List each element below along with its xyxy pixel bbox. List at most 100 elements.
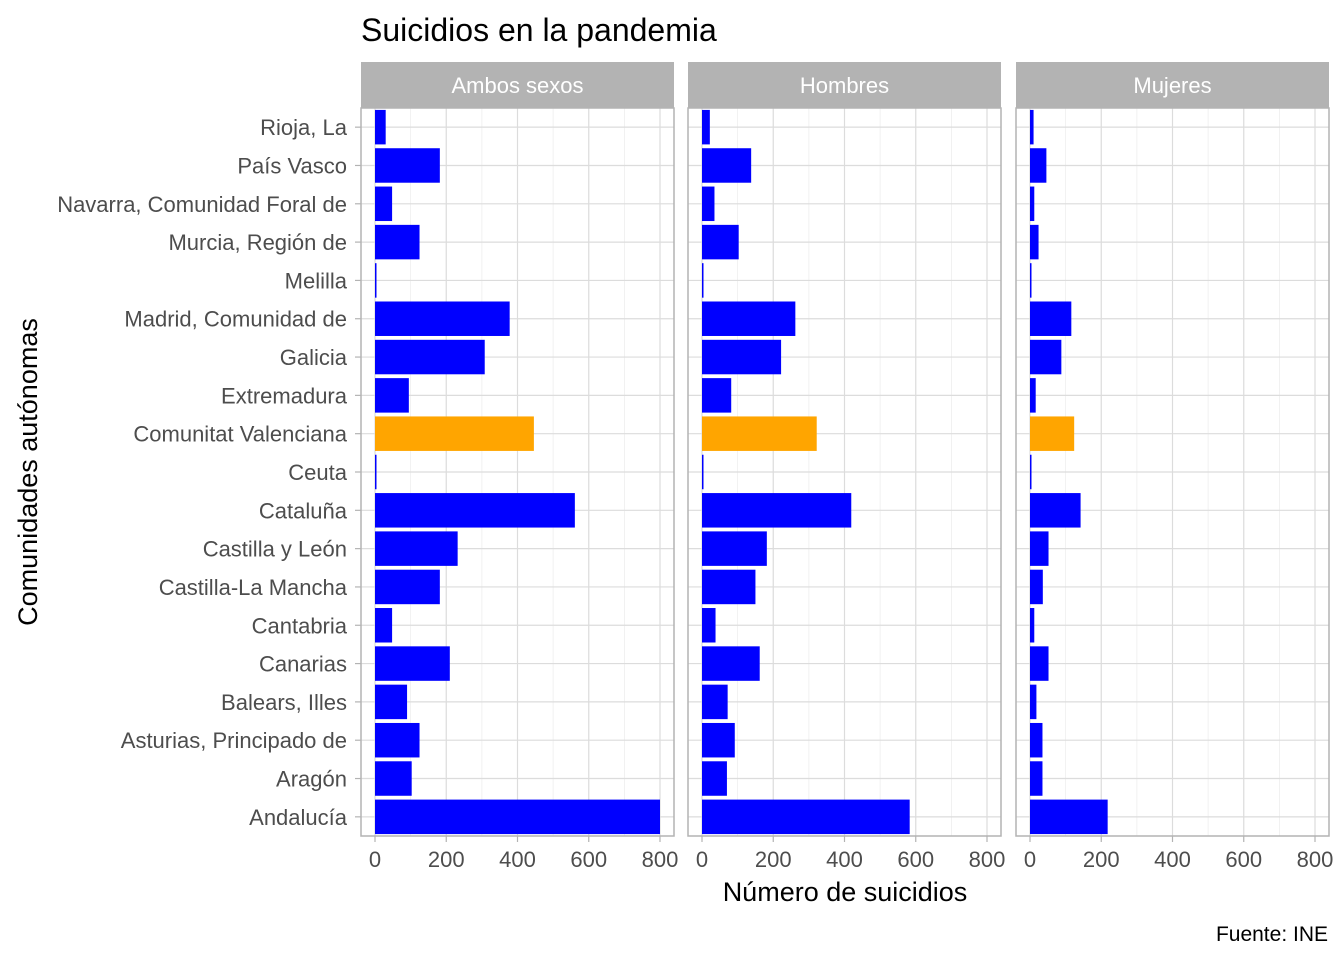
facet-strip — [1016, 62, 1329, 108]
x-tick-label: 800 — [969, 847, 1006, 872]
bar — [702, 186, 715, 222]
bar — [1030, 263, 1032, 298]
bar — [702, 761, 727, 796]
x-axis-title: Número de suicidios — [723, 877, 968, 907]
x-tick-label: 200 — [1083, 847, 1120, 872]
bar — [702, 454, 704, 490]
bar — [702, 416, 817, 451]
bar — [1030, 531, 1049, 566]
y-tick-label: Comunitat Valenciana — [133, 422, 347, 447]
y-tick-label: Murcia, Región de — [168, 230, 347, 255]
bar — [375, 186, 393, 222]
bar — [375, 148, 440, 183]
y-tick-label: Navarra, Comunidad Foral de — [57, 192, 347, 217]
bar — [375, 493, 575, 528]
facet-strip — [688, 62, 1001, 108]
bar — [702, 684, 728, 720]
y-tick-label: Extremadura — [221, 383, 348, 408]
bar — [1030, 799, 1108, 835]
x-tick-label: 0 — [1024, 847, 1036, 872]
bar — [702, 109, 710, 145]
bar — [375, 339, 485, 375]
y-tick-label: Balears, Illes — [221, 690, 347, 715]
x-tick-label: 600 — [570, 847, 607, 872]
bar — [375, 608, 393, 643]
y-tick-label: Aragón — [276, 767, 347, 792]
bar — [375, 454, 377, 490]
y-axis-title: Comunidades autónomas — [13, 318, 43, 626]
bar — [375, 263, 377, 298]
bar — [1030, 569, 1043, 605]
bar — [1030, 493, 1081, 528]
bar — [1030, 378, 1036, 413]
caption: Fuente: INE — [1216, 923, 1328, 946]
x-tick-label: 800 — [642, 847, 679, 872]
bar — [1030, 148, 1047, 183]
bar — [1030, 646, 1049, 681]
bar — [702, 799, 910, 835]
bar — [375, 109, 386, 145]
bar — [1030, 301, 1072, 336]
y-tick-label: Asturias, Principado de — [121, 728, 347, 753]
bar — [1030, 224, 1039, 260]
x-tick-label: 600 — [1225, 847, 1262, 872]
facet-strip-label: Mujeres — [1133, 73, 1211, 98]
y-tick-label: Andalucía — [249, 805, 348, 830]
bar — [702, 263, 704, 298]
bar — [375, 646, 450, 681]
y-tick-label: Canarias — [259, 652, 347, 677]
bar — [702, 493, 852, 528]
y-tick-label: Madrid, Comunidad de — [124, 307, 347, 332]
bar — [375, 799, 660, 835]
x-tick-label: 400 — [826, 847, 863, 872]
bar — [375, 416, 534, 451]
x-tick-label: 200 — [755, 847, 792, 872]
x-tick-label: 0 — [369, 847, 381, 872]
chart-title: Suicidios en la pandemia — [361, 12, 717, 48]
facet-strip-label: Ambos sexos — [451, 73, 583, 98]
bar — [702, 339, 782, 375]
bar — [375, 722, 420, 758]
bar — [702, 531, 767, 566]
x-tick-label: 800 — [1297, 847, 1334, 872]
y-tick-label: Melilla — [285, 268, 348, 293]
y-tick-label: Ceuta — [288, 460, 347, 485]
y-tick-label: Galicia — [280, 345, 348, 370]
bar — [1030, 416, 1075, 451]
y-tick-label: País Vasco — [237, 153, 347, 178]
bar — [375, 569, 440, 605]
bar — [1030, 339, 1062, 375]
bar — [702, 569, 756, 605]
bar — [702, 224, 739, 260]
bar — [375, 531, 458, 566]
facet-strip — [361, 62, 674, 108]
facet-strip-label: Hombres — [800, 73, 889, 98]
y-tick-label: Cataluña — [259, 498, 348, 523]
bar — [1030, 186, 1035, 222]
bar — [1030, 454, 1032, 490]
bar — [1030, 722, 1043, 758]
bar — [702, 646, 760, 681]
bar — [1030, 684, 1037, 720]
x-tick-label: 400 — [1154, 847, 1191, 872]
bar — [1030, 109, 1034, 145]
y-tick-label: Castilla-La Mancha — [159, 575, 348, 600]
bar — [702, 301, 796, 336]
bar — [1030, 761, 1043, 796]
y-tick-label: Rioja, La — [260, 115, 348, 140]
bar — [702, 148, 752, 183]
bar — [375, 378, 409, 413]
bar — [1030, 608, 1035, 643]
x-tick-label: 600 — [897, 847, 934, 872]
x-tick-label: 200 — [428, 847, 465, 872]
bar — [375, 684, 408, 720]
bar — [375, 301, 510, 336]
x-tick-label: 0 — [696, 847, 708, 872]
bar — [375, 761, 412, 796]
x-tick-label: 400 — [499, 847, 536, 872]
bar — [375, 224, 420, 260]
y-tick-label: Cantabria — [252, 613, 348, 638]
bar — [702, 378, 732, 413]
y-tick-label: Castilla y León — [203, 537, 347, 562]
